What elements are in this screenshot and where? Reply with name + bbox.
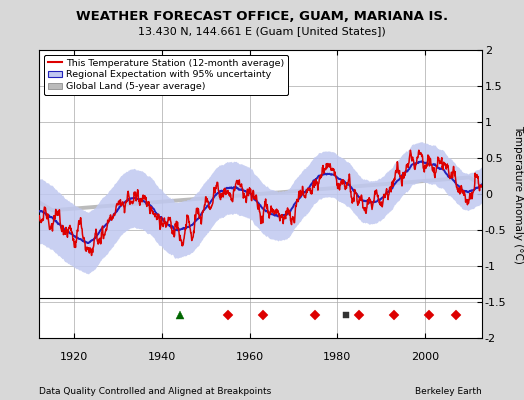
Text: 2000: 2000 bbox=[411, 352, 439, 362]
Text: 1940: 1940 bbox=[148, 352, 176, 362]
Text: 1920: 1920 bbox=[60, 352, 89, 362]
Text: WEATHER FORECAST OFFICE, GUAM, MARIANA IS.: WEATHER FORECAST OFFICE, GUAM, MARIANA I… bbox=[76, 10, 448, 23]
Legend: This Temperature Station (12-month average), Regional Expectation with 95% uncer: This Temperature Station (12-month avera… bbox=[44, 55, 288, 95]
Text: Berkeley Earth: Berkeley Earth bbox=[416, 387, 482, 396]
Text: 13.430 N, 144.661 E (Guam [United States]): 13.430 N, 144.661 E (Guam [United States… bbox=[138, 26, 386, 36]
Text: 1980: 1980 bbox=[323, 352, 352, 362]
Text: 1960: 1960 bbox=[236, 352, 264, 362]
Text: Data Quality Controlled and Aligned at Breakpoints: Data Quality Controlled and Aligned at B… bbox=[39, 387, 271, 396]
Y-axis label: Temperature Anomaly (°C): Temperature Anomaly (°C) bbox=[514, 124, 523, 264]
